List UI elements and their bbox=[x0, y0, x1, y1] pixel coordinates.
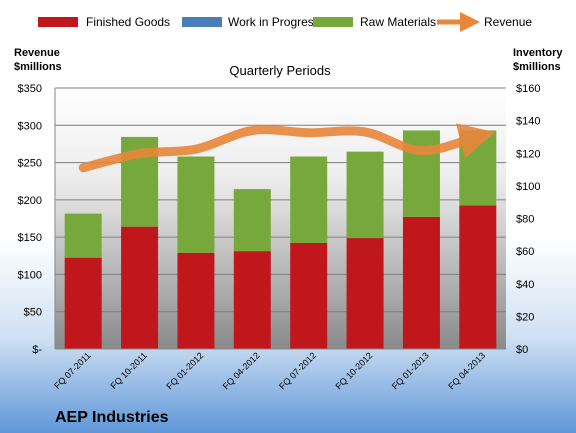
left-tick-label: $50 bbox=[24, 307, 42, 319]
left-axis-title-line2: $millions bbox=[14, 61, 62, 73]
legend: Finished Goods Work in Progress Raw Mate… bbox=[38, 12, 532, 32]
left-tick-label: $350 bbox=[18, 83, 42, 95]
left-axis-title-line1: Revenue bbox=[14, 47, 60, 59]
right-tick-label: $0 bbox=[516, 344, 528, 356]
right-tick-label: $60 bbox=[516, 246, 534, 258]
left-tick-label: $150 bbox=[18, 232, 42, 244]
legend-label-finished-goods: Finished Goods bbox=[86, 15, 170, 29]
right-tick-label: $80 bbox=[516, 214, 534, 226]
x-tick-label: FQ 04-2012 bbox=[221, 350, 262, 391]
bar-finished-goods bbox=[459, 205, 497, 349]
revenue-line-group bbox=[78, 123, 496, 173]
x-tick-label: FQ 01-2013 bbox=[390, 350, 431, 391]
legend-label-work-in-progress: Work in Progress bbox=[228, 15, 320, 29]
bar-finished-goods bbox=[233, 251, 271, 349]
left-tick-label: $200 bbox=[18, 195, 42, 207]
x-tick-label: FQ 04-2013 bbox=[446, 350, 487, 391]
x-tick-label: FQ 07-2012 bbox=[277, 350, 318, 391]
x-tick-label: FQ 10-2011 bbox=[108, 350, 149, 391]
bar-finished-goods bbox=[121, 226, 159, 349]
right-tick-label: $40 bbox=[516, 279, 534, 291]
legend-label-raw-materials: Raw Materials bbox=[360, 15, 436, 29]
bar-finished-goods bbox=[290, 242, 328, 349]
bar-raw-materials bbox=[233, 189, 271, 252]
right-axis-ticks: $0 $20 $40 $60 $80 $100 $120 $140 $160 bbox=[516, 83, 540, 356]
legend-item-revenue: Revenue bbox=[437, 12, 532, 32]
bar-finished-goods bbox=[346, 238, 384, 349]
bar-finished-goods bbox=[402, 216, 440, 349]
x-tick-label: FQ 01-2012 bbox=[164, 350, 205, 391]
revenue-line bbox=[78, 123, 496, 173]
legend-label-revenue: Revenue bbox=[484, 15, 532, 29]
legend-swatch-work-in-progress bbox=[182, 17, 222, 27]
x-axis-ticks: FQ 07-2011 FQ 10-2011 FQ 01-2012 FQ 04-2012… bbox=[52, 350, 487, 391]
legend-swatch-finished-goods bbox=[38, 17, 78, 27]
bar-raw-materials bbox=[64, 213, 102, 258]
legend-item-work-in-progress: Work in Progress bbox=[182, 15, 320, 29]
right-tick-label: $120 bbox=[516, 148, 540, 160]
right-axis-title-line1: Inventory bbox=[513, 47, 563, 59]
bar-finished-goods bbox=[64, 257, 102, 349]
x-tick-label: FQ 07-2011 bbox=[52, 350, 93, 391]
right-axis-title-line2: $millions bbox=[513, 61, 561, 73]
right-tick-label: $160 bbox=[516, 83, 540, 95]
x-tick-label: FQ 10-2012 bbox=[333, 350, 374, 391]
legend-item-finished-goods: Finished Goods bbox=[38, 15, 170, 29]
left-axis-ticks: $- $50 $100 $150 $200 $250 $300 $350 bbox=[18, 83, 43, 356]
company-name: AEP Industries bbox=[55, 409, 169, 426]
legend-swatch-raw-materials bbox=[313, 17, 353, 27]
bars bbox=[64, 130, 497, 349]
left-tick-label: $- bbox=[32, 344, 42, 356]
left-tick-label: $250 bbox=[18, 158, 42, 170]
bar-raw-materials bbox=[177, 156, 215, 253]
bar-finished-goods bbox=[177, 252, 215, 349]
right-tick-label: $20 bbox=[516, 311, 534, 323]
right-tick-label: $140 bbox=[516, 116, 540, 128]
right-tick-label: $100 bbox=[516, 181, 540, 193]
left-tick-label: $100 bbox=[18, 269, 42, 281]
legend-item-raw-materials: Raw Materials bbox=[313, 15, 436, 29]
bar-raw-materials bbox=[290, 156, 328, 243]
chart-title: Quarterly Periods bbox=[229, 63, 331, 78]
bar-raw-materials bbox=[346, 151, 384, 239]
left-tick-label: $300 bbox=[18, 120, 42, 132]
